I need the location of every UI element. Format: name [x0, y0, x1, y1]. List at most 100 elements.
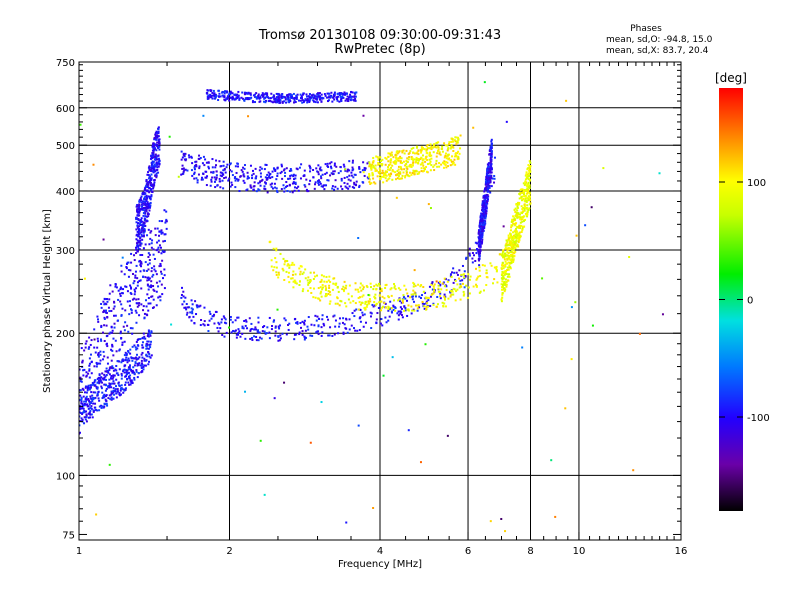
scatter-point — [318, 167, 321, 170]
scatter-point — [291, 273, 294, 276]
scatter-point — [273, 319, 276, 322]
scatter-point — [206, 95, 209, 98]
scatter-point — [138, 279, 141, 282]
scatter-point — [387, 166, 390, 169]
scatter-point — [98, 405, 101, 408]
scatter-point — [403, 168, 406, 171]
scatter-point — [254, 93, 257, 96]
scatter-point — [362, 288, 365, 291]
scatter-point — [93, 365, 96, 368]
scatter-point — [104, 395, 107, 398]
scatter-point — [211, 158, 214, 161]
scatter-point — [506, 240, 509, 243]
scatter-point — [285, 185, 288, 188]
scatter-point — [455, 136, 458, 139]
scatter-point — [506, 269, 509, 272]
scatter-point — [249, 337, 252, 340]
scatter-point — [322, 184, 325, 187]
scatter-point — [478, 259, 481, 262]
scatter-point — [274, 97, 277, 100]
scatter-point — [251, 101, 254, 104]
scatter-point — [141, 337, 144, 340]
scatter-point — [199, 156, 202, 159]
scatter-point — [519, 218, 522, 221]
scatter-point — [387, 306, 390, 309]
scatter-point — [404, 297, 407, 300]
scatter-point — [482, 216, 485, 219]
scatter-point — [145, 203, 148, 206]
scatter-point — [527, 175, 530, 178]
noise-point — [108, 463, 111, 466]
scatter-point — [139, 364, 142, 367]
scatter-point — [198, 154, 201, 157]
scatter-point — [333, 162, 336, 165]
scatter-point — [143, 196, 146, 199]
scatter-point — [141, 344, 144, 347]
scatter-point — [372, 177, 375, 180]
scatter-point — [430, 145, 433, 148]
scatter-point — [327, 318, 330, 321]
scatter-point — [136, 225, 139, 228]
scatter-point — [151, 149, 154, 152]
scatter-point — [150, 295, 153, 298]
scatter-point — [137, 247, 140, 250]
scatter-point — [271, 176, 274, 179]
scatter-point — [136, 305, 139, 308]
scatter-point — [373, 301, 376, 304]
scatter-point — [97, 340, 100, 343]
scatter-point — [128, 304, 131, 307]
scatter-point — [227, 93, 230, 96]
scatter-point — [151, 160, 154, 163]
scatter-point — [161, 250, 164, 253]
scatter-point — [327, 92, 330, 95]
scatter-point — [159, 264, 162, 267]
scatter-point — [379, 322, 382, 325]
scatter-point — [481, 223, 484, 226]
scatter-point — [145, 183, 148, 186]
scatter-point — [459, 283, 462, 286]
scatter-point — [405, 299, 408, 302]
scatter-point — [485, 185, 488, 188]
scatter-point — [486, 163, 489, 166]
scatter-point — [478, 291, 481, 294]
scatter-point — [147, 215, 150, 218]
scatter-point — [428, 147, 431, 150]
scatter-point — [255, 335, 258, 338]
scatter-point — [425, 151, 428, 154]
scatter-point — [276, 98, 279, 101]
scatter-point — [432, 285, 435, 288]
scatter-point — [118, 348, 121, 351]
scatter-point — [275, 249, 278, 252]
scatter-point — [364, 302, 367, 305]
scatter-point — [402, 160, 405, 163]
scatter-point — [155, 174, 158, 177]
scatter-point — [287, 328, 290, 331]
scatter-point — [517, 232, 520, 235]
scatter-point — [205, 170, 208, 173]
scatter-point — [234, 179, 237, 182]
scatter-point — [198, 167, 201, 170]
scatter-point — [135, 242, 138, 245]
scatter-point — [393, 282, 396, 285]
scatter-point — [279, 334, 282, 337]
scatter-point — [305, 93, 308, 96]
scatter-point — [341, 95, 344, 98]
scatter-point — [124, 381, 127, 384]
scatter-point — [274, 168, 277, 171]
scatter-point — [210, 180, 213, 183]
scatter-point — [493, 174, 496, 177]
noise-point — [502, 225, 505, 228]
scatter-point — [481, 200, 484, 203]
scatter-point — [190, 319, 193, 322]
scatter-point — [319, 280, 322, 283]
noise-point — [628, 256, 631, 259]
scatter-point — [145, 198, 148, 201]
scatter-point — [207, 94, 210, 97]
scatter-point — [86, 387, 89, 390]
scatter-point — [300, 265, 303, 268]
scatter-point — [417, 157, 420, 160]
scatter-point — [436, 303, 439, 306]
scatter-point — [127, 351, 130, 354]
x-tick-label: 1 — [76, 546, 82, 557]
scatter-point — [211, 97, 214, 100]
